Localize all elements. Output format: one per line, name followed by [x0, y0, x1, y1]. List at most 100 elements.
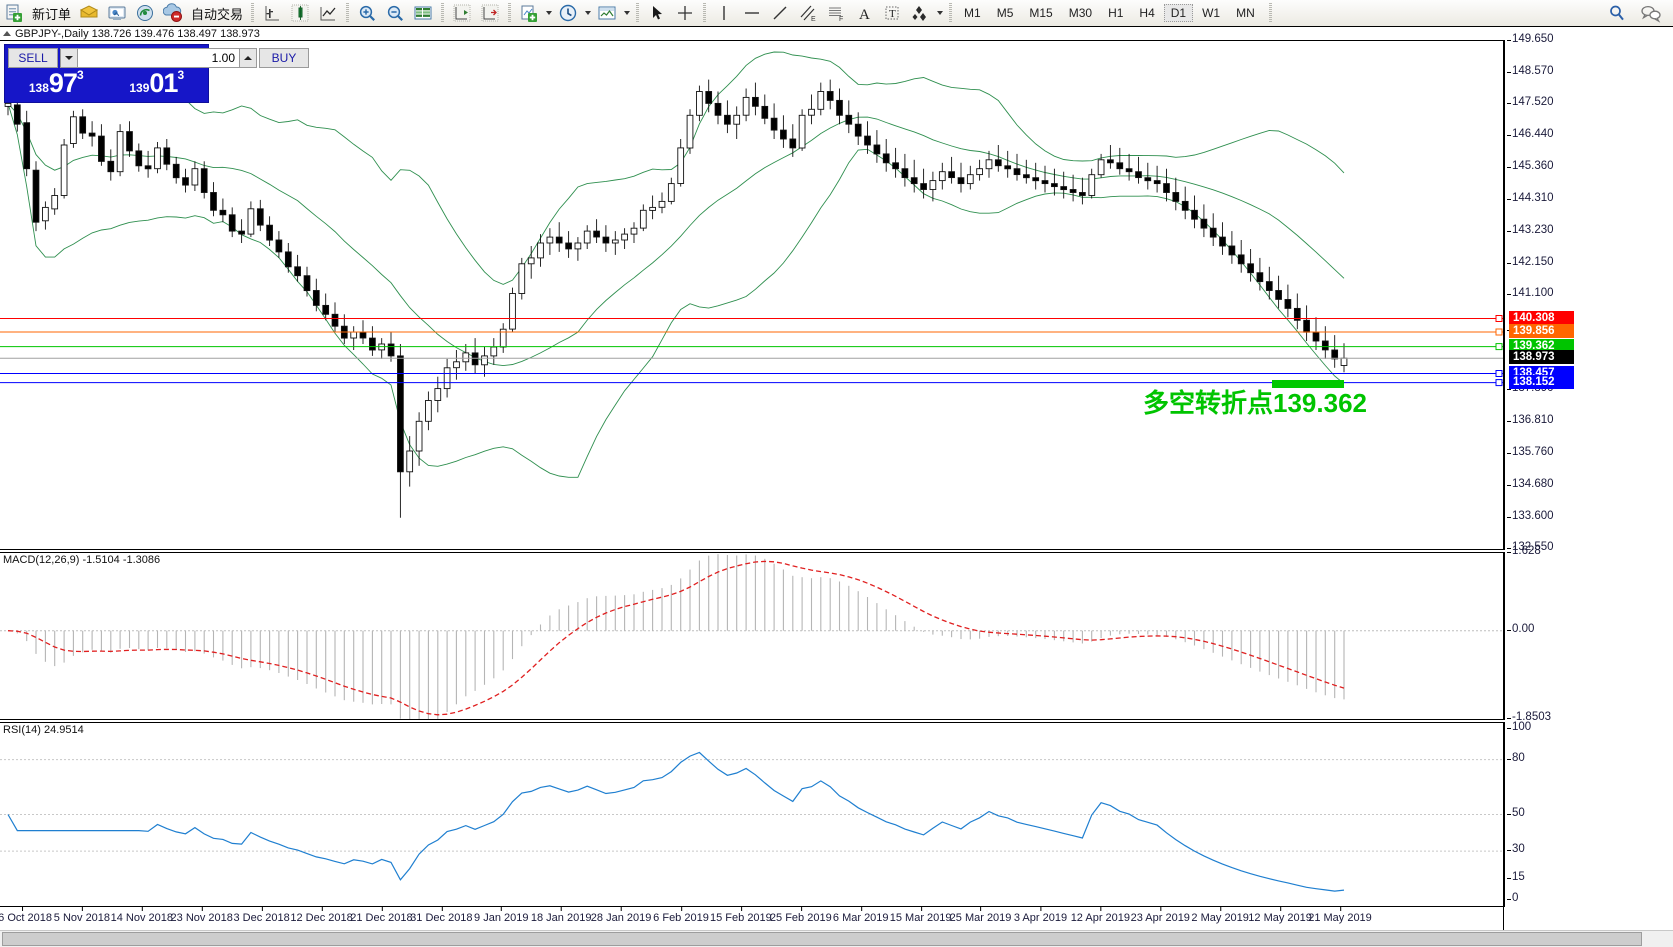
- volume-decrease-icon[interactable]: [61, 49, 78, 67]
- svg-text:A: A: [859, 7, 870, 23]
- timeframe-m1[interactable]: M1: [964, 6, 981, 20]
- text-label-icon[interactable]: T: [878, 1, 906, 25]
- vertical-line-icon[interactable]: [710, 1, 738, 25]
- envelope-icon[interactable]: [75, 1, 103, 25]
- candlestick-chart-icon[interactable]: [286, 1, 314, 25]
- cursor-icon[interactable]: [643, 1, 671, 25]
- trendline-icon[interactable]: [766, 1, 794, 25]
- volume-stepper[interactable]: [60, 48, 257, 68]
- signals-icon[interactable]: [131, 1, 159, 25]
- price-tick: 144.310: [1507, 191, 1554, 204]
- line-chart-icon[interactable]: [314, 1, 342, 25]
- shapes-icon[interactable]: [906, 1, 934, 25]
- autotrading-label[interactable]: 自动交易: [191, 6, 244, 22]
- macd-tick: 1.628: [1507, 545, 1541, 557]
- search-icon[interactable]: [1603, 1, 1631, 25]
- date-tick: 3 Apr 2019: [1013, 907, 1068, 924]
- period-clock-icon[interactable]: [554, 1, 582, 25]
- chart-shift-icon[interactable]: [448, 1, 476, 25]
- toolbar-separator: [1268, 3, 1272, 23]
- timeframe-m15[interactable]: M15: [1029, 6, 1053, 20]
- date-tick: 9 Jan 2019: [474, 907, 529, 924]
- timeframe-m30[interactable]: M30: [1068, 6, 1093, 20]
- price-tag-support-blue-2[interactable]: 138.152: [1509, 374, 1574, 389]
- scrollbar-thumb[interactable]: [2, 932, 1642, 946]
- date-tick: 15 Feb 2019: [710, 907, 772, 924]
- sell-price-big: 97: [48, 68, 78, 98]
- sell-price-int: 138: [28, 81, 49, 95]
- macd-axis-divider: [1504, 552, 1505, 720]
- new-order-label[interactable]: 新订单: [32, 6, 72, 22]
- main-toolbar: 新订单 自动交易: [0, 0, 1673, 27]
- volume-input[interactable]: [78, 49, 239, 67]
- timeframe-h1[interactable]: H1: [1108, 6, 1124, 20]
- price-tick: 149.650: [1507, 33, 1554, 45]
- macd-pane[interactable]: MACD(12,26,9) -1.5104 -1.3086: [0, 552, 1504, 720]
- price-tag-resistance-red[interactable]: 140.308: [1509, 310, 1574, 325]
- toolbar-separator: [703, 3, 707, 23]
- rsi-tick: 50: [1507, 806, 1525, 819]
- shapes-dropdown-icon[interactable]: [934, 1, 945, 25]
- sell-button[interactable]: SELL: [8, 48, 58, 68]
- price-tag-resistance-orange[interactable]: 139.856: [1509, 323, 1574, 338]
- rsi-axis-divider: [1504, 722, 1505, 907]
- toolbar-separator: [346, 3, 350, 23]
- toolbar-separator: [949, 3, 953, 23]
- date-tick: 21 Dec 2018: [350, 907, 413, 924]
- autotrading-icon[interactable]: [159, 1, 187, 25]
- add-indicator-dropdown-icon[interactable]: [543, 1, 554, 25]
- horizontal-scrollbar[interactable]: [0, 930, 1673, 947]
- sell-price[interactable]: 138 97 3: [8, 68, 105, 98]
- pivot-annotation-text[interactable]: 多空转折点139.362: [1143, 388, 1367, 418]
- text-icon[interactable]: A: [850, 1, 878, 25]
- equidistant-channel-icon[interactable]: E: [794, 1, 822, 25]
- templates-icon[interactable]: [593, 1, 621, 25]
- zoom-in-icon[interactable]: [353, 1, 381, 25]
- date-tick: 25 Mar 2019: [949, 907, 1012, 924]
- date-tick: 2 May 2019: [1191, 907, 1249, 924]
- date-tick: 18 Jan 2019: [530, 907, 592, 924]
- chart-window: GBPJPY-,Daily 138.726 139.476 138.497 13…: [0, 26, 1673, 947]
- date-tick: 14 Nov 2018: [110, 907, 174, 924]
- rsi-pane[interactable]: RSI(14) 24.9514: [0, 722, 1504, 907]
- chat-icon[interactable]: [1637, 1, 1665, 25]
- timeframe-w1[interactable]: W1: [1202, 6, 1221, 20]
- fibonacci-icon[interactable]: F: [822, 1, 850, 25]
- price-tag-pivot-green[interactable]: 139.362: [1509, 338, 1574, 353]
- svg-text:E: E: [811, 16, 816, 23]
- price-pane[interactable]: [0, 40, 1504, 550]
- volume-increase-icon[interactable]: [239, 49, 256, 67]
- rsi-chart-svg: [0, 751, 1503, 892]
- one-click-trading-panel[interactable]: SELL BUY 138 97 3 139 01 3: [4, 44, 309, 103]
- macd-axis: 1.628 0.00 -1.8503: [1504, 545, 1673, 723]
- buy-price[interactable]: 139 01 3: [109, 68, 206, 98]
- buy-button[interactable]: BUY: [259, 48, 309, 68]
- timeframe-m5[interactable]: M5: [996, 6, 1014, 20]
- horizontal-line-icon[interactable]: [738, 1, 766, 25]
- timeframe-h4[interactable]: H4: [1139, 6, 1155, 20]
- terminal-icon[interactable]: [103, 1, 131, 25]
- auto-scroll-icon[interactable]: [476, 1, 504, 25]
- chart-plot-area[interactable]: MACD(12,26,9) -1.5104 -1.3086 RSI(14) 24…: [0, 33, 1673, 947]
- templates-dropdown-icon[interactable]: [621, 1, 632, 25]
- toolbar-separator: [251, 3, 255, 23]
- add-indicator-icon[interactable]: [515, 1, 543, 25]
- oct-quotes-row: 138 97 3 139 01 3: [5, 68, 208, 101]
- timeframe-mn[interactable]: MN: [1236, 6, 1255, 20]
- collapse-triangle-icon[interactable]: [3, 31, 11, 36]
- price-axis[interactable]: 149.650 148.570 147.520 146.440 145.360 144.3…: [1504, 33, 1673, 553]
- toolbar-separator: [441, 3, 445, 23]
- data-window-icon[interactable]: [409, 1, 437, 25]
- svg-text:F: F: [839, 16, 843, 23]
- bar-chart-icon[interactable]: [258, 1, 286, 25]
- timeframe-d1[interactable]: D1: [1163, 4, 1194, 22]
- price-tag-last-price-black[interactable]: 138.973: [1509, 350, 1574, 365]
- crosshair-icon[interactable]: [671, 1, 699, 25]
- price-tick: 147.520: [1507, 96, 1554, 109]
- zoom-out-icon[interactable]: [381, 1, 409, 25]
- new-order-icon[interactable]: [0, 1, 28, 25]
- price-axis-divider: [1504, 40, 1505, 550]
- period-dropdown-icon[interactable]: [582, 1, 593, 25]
- date-tick: 23 Apr 2019: [1130, 907, 1190, 924]
- price-tick: 145.360: [1507, 160, 1554, 173]
